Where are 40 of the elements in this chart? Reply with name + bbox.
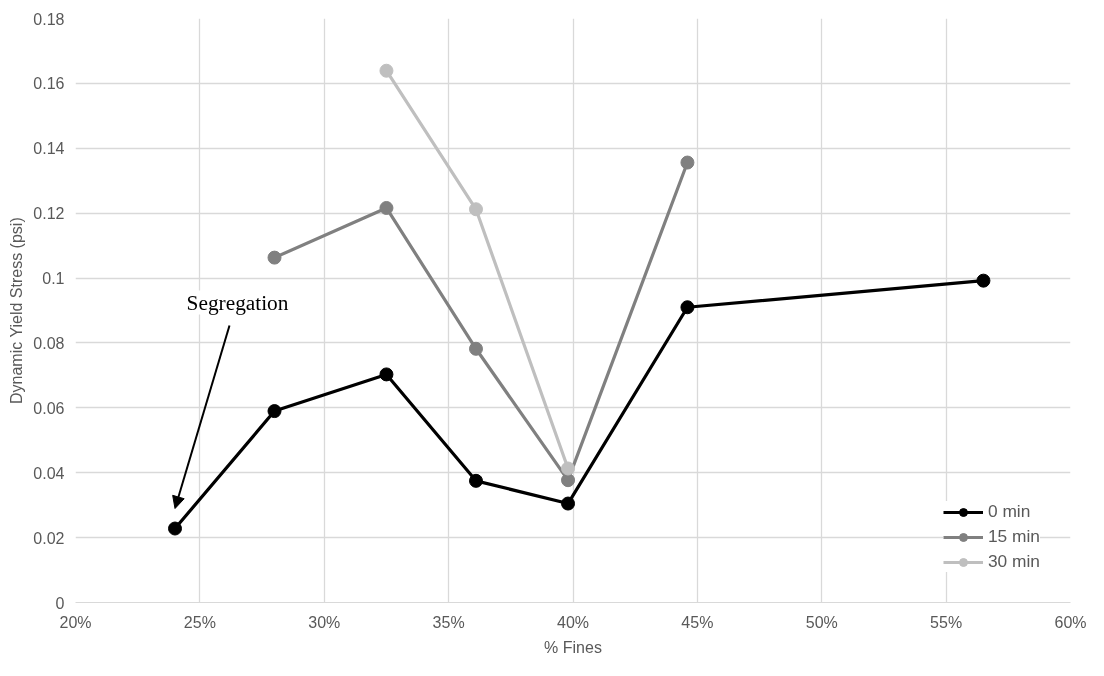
x-tick-label: 25% xyxy=(183,613,216,631)
point xyxy=(468,341,483,356)
point xyxy=(680,155,695,170)
y-tick-label: 0.06 xyxy=(33,399,65,417)
y-tick-label: 0.16 xyxy=(33,75,65,93)
point xyxy=(168,521,182,536)
x-tick-label: 60% xyxy=(1054,613,1087,631)
y-tick-label: 0.14 xyxy=(33,140,65,158)
x-tick-label: 30% xyxy=(308,613,341,631)
legend-label: 15 min xyxy=(987,526,1040,547)
point xyxy=(561,461,576,476)
point xyxy=(680,300,695,315)
legend-label: 0 min xyxy=(987,501,1031,522)
point xyxy=(267,404,282,419)
y-tick-label: 0.1 xyxy=(42,270,65,288)
point xyxy=(379,367,394,382)
x-tick-label: 40% xyxy=(556,613,590,631)
point xyxy=(267,250,282,265)
point xyxy=(561,496,576,511)
y-tick-label: 0.02 xyxy=(33,529,65,547)
x-tick-label: 45% xyxy=(681,613,714,631)
y-tick-label: 0.04 xyxy=(33,464,65,482)
point xyxy=(379,63,394,78)
x-tick-label: 35% xyxy=(432,613,465,631)
point xyxy=(561,473,576,488)
point xyxy=(468,202,483,217)
y-tick-label: 0.08 xyxy=(33,334,65,352)
x-tick-label: 50% xyxy=(805,613,838,631)
y-tick-label: 0 xyxy=(55,594,65,612)
x-axis-title: % Fines xyxy=(544,638,602,656)
x-tick-label: 55% xyxy=(930,613,963,631)
legend-label: 30 min xyxy=(987,551,1040,572)
y-axis-title: Dynamic Yield Stress (psi) xyxy=(8,217,26,404)
point xyxy=(976,273,991,288)
y-tick-label: 0.18 xyxy=(33,10,65,28)
point xyxy=(468,473,483,488)
annotation: Segregation xyxy=(186,290,289,315)
y-tick-label: 0.12 xyxy=(33,205,65,223)
x-tick-label: 20% xyxy=(59,613,92,631)
point xyxy=(379,200,394,215)
